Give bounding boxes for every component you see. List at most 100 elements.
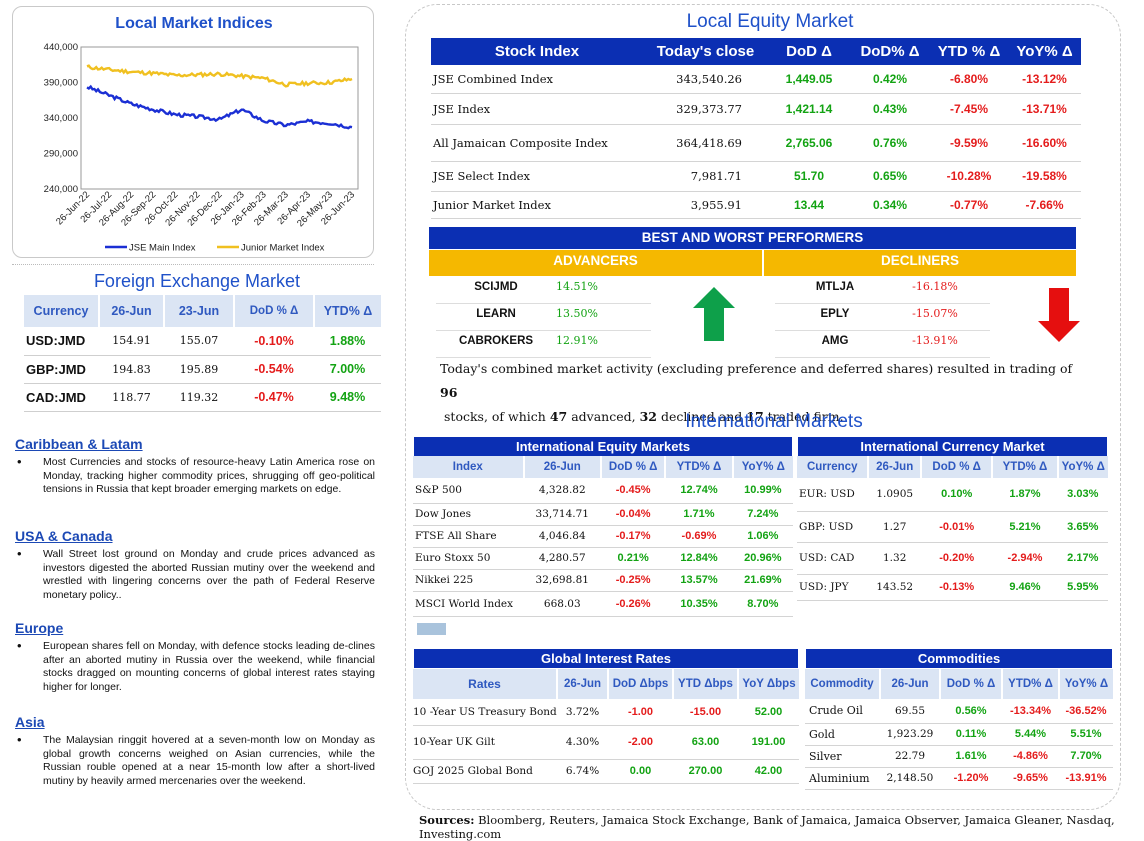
table-cell: 3.03% (1067, 488, 1099, 501)
table-row: USD: JPY 143.52 -0.13% 9.46% 5.95% (797, 574, 1108, 600)
rates-header: Rates (468, 677, 501, 691)
table-cell: 4,280.57 (538, 552, 586, 564)
table-cell: 195.89 (179, 362, 219, 376)
stock-symbol: LEARN (476, 308, 516, 320)
row-label: Euro Stoxx 50 (415, 552, 491, 564)
commodities-title: Commodities (806, 649, 1112, 668)
decliner-row: EPLY -15.07% (775, 304, 990, 331)
table-cell: -7.45% (949, 101, 989, 116)
table-cell: 2.17% (1067, 552, 1099, 564)
summary-text: Today's combined market activity (exclud… (440, 361, 1073, 376)
right-panel-frame (405, 4, 1121, 810)
table-row: Euro Stoxx 50 4,280.57 0.21% 12.84% 20.96% (413, 547, 793, 569)
index-name: JSE Combined Index (433, 71, 554, 86)
commodities-header: DoD % Δ (939, 669, 1002, 699)
indices-chart: 440,000390,000340,000290,000240,00026-Ju… (44, 42, 359, 254)
sources-label: Sources: (419, 813, 475, 827)
stock-symbol: AMG (821, 335, 849, 347)
scroll-stub (417, 623, 446, 635)
news-text: The Malaysian ringgit hovered at a seven… (15, 733, 375, 788)
intl-equity-header: 26-Jun (522, 456, 601, 478)
equity-header: YTD % Δ (937, 43, 1001, 60)
table-cell: -1.20% (953, 772, 989, 784)
table-cell: 3.72% (565, 705, 600, 718)
intl-fx-title: International Currency Market (798, 437, 1107, 456)
equity-header: Today's close (656, 43, 755, 60)
fx-title: Foreign Exchange Market (93, 271, 301, 291)
firm-count: 17 (746, 409, 764, 424)
table-row: Gold 1,923.29 0.11% 5.44% 5.51% (805, 723, 1113, 745)
table-row: MSCI World Index 668.03 -0.26% 10.35% 8.70% (413, 591, 793, 616)
index-name: JSE Select Index (433, 169, 531, 183)
table-cell: 7.24% (747, 508, 779, 520)
intl-title: International Markets (685, 411, 863, 432)
table-row: 10-Year UK Gilt 4.30% -2.00 63.00 191.00 (413, 725, 799, 759)
stock-symbol: SCIJMD (474, 281, 518, 293)
table-cell: 1,449.05 (785, 71, 833, 86)
advancers-label: ADVANCERS (429, 250, 762, 276)
y-tick-label: 340,000 (44, 113, 78, 124)
table-cell: 13.44 (793, 197, 825, 212)
equity-header: Stock Index (494, 43, 580, 60)
row-label: S&P 500 (415, 484, 462, 497)
table-cell: -10.28% (946, 169, 992, 183)
plot-area (80, 46, 359, 190)
table-cell: 0.76% (872, 135, 908, 150)
table-cell: 0.56% (955, 704, 987, 717)
table-row: JSE Index 329,373.77 1,421.14 0.43% -7.45% -1… (431, 93, 1081, 124)
row-label: Dow Jones (415, 508, 471, 520)
table-cell: -1.00 (627, 705, 654, 718)
table-cell: 1.06% (747, 530, 779, 542)
news-heading: Asia (15, 714, 45, 730)
advancers-list: SCIJMD 14.51% LEARN 13.50% CABROKERS 12.91% (436, 277, 651, 358)
intl-equity-header: Index (452, 461, 483, 473)
news-text: Wall Street lost ground on Monday and cr… (15, 547, 375, 602)
table-cell: -0.04% (615, 508, 651, 520)
table-row: 10 -Year US Treasury Bond 3.72% -1.00 -15.0… (413, 699, 799, 725)
table-cell: -6.80% (949, 71, 989, 86)
table-row: USD:JMD 154.91 155.07 -0.10% 1.88% (24, 327, 381, 355)
advanced-count: 47 (549, 409, 568, 424)
fx-header: 26-Jun (98, 295, 164, 327)
table-cell: 1.27 (883, 520, 907, 533)
table-cell: 32,698.81 (535, 574, 589, 586)
decliner-row: AMG -13.91% (775, 331, 990, 358)
table-cell: -13.91% (1065, 772, 1107, 784)
stock-change: -15.07% (912, 307, 958, 320)
commodities-header: YTD% Δ (1001, 669, 1059, 699)
table-cell: 1.61% (955, 750, 987, 762)
table-cell: 118.77 (112, 390, 151, 404)
table-cell: 3,955.91 (690, 197, 742, 212)
table-row: JSE Select Index 7,981.71 51.70 0.65% -10.28… (431, 161, 1081, 191)
equity-title: Local Equity Market (686, 11, 854, 32)
y-tick-label: 240,000 (44, 184, 78, 195)
stock-change: -16.18% (912, 280, 958, 293)
table-cell: -13.12% (1022, 71, 1067, 86)
table-cell: 329,373.77 (676, 101, 742, 116)
advancer-row: SCIJMD 14.51% (436, 277, 651, 304)
table-row: Crude Oil 69.55 0.56% -13.34% -36.52% (805, 699, 1113, 723)
table-cell: 4,046.84 (538, 530, 586, 542)
stock-change: -13.91% (912, 334, 958, 347)
table-cell: 7.70% (1070, 750, 1102, 762)
legend-label: Junior Market Index (241, 243, 325, 254)
table-cell: 119.32 (179, 390, 219, 404)
stock-change: 12.91% (556, 334, 598, 347)
rates-header: YTD Δbps (672, 669, 738, 699)
news-item: Asia The Malaysian ringgit hovered at a s… (15, 714, 375, 788)
equity-header: DoD% Δ (860, 43, 920, 60)
table-cell: 1.32 (883, 552, 907, 564)
series-line (86, 64, 353, 88)
decliners-label: DECLINERS (764, 250, 1076, 276)
table-row: EUR: USD 1.0905 0.10% 1.87% 3.03% (797, 478, 1108, 511)
row-label: 10 -Year US Treasury Bond (413, 705, 557, 718)
intl-fx-header: 26-Jun (867, 456, 921, 478)
news-item: USA & Canada Wall Street lost ground on M… (15, 528, 375, 602)
table-cell: 12.74% (680, 484, 718, 497)
table-cell: 0.21% (617, 552, 649, 564)
commodities-table: Commodity 26-Jun DoD % Δ YTD% Δ YoY% Δ C… (805, 669, 1113, 790)
news-heading: Europe (15, 620, 64, 636)
table-cell: 155.07 (179, 334, 219, 348)
table-cell: 2,765.06 (785, 135, 833, 150)
table-cell: 8.70% (747, 597, 779, 610)
